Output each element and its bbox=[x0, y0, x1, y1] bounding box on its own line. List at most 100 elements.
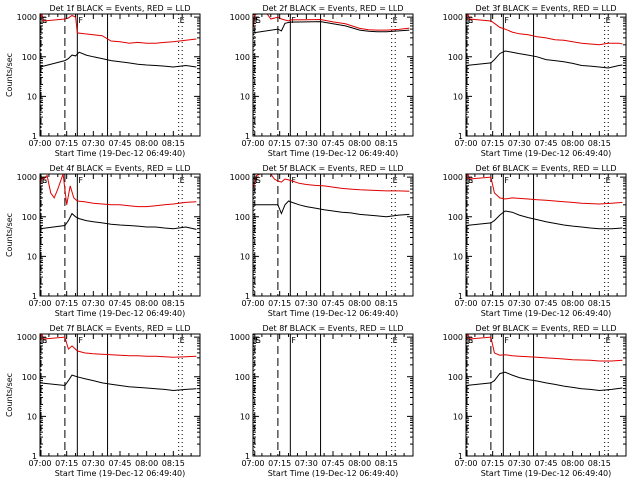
event-marker-label: E bbox=[606, 16, 611, 25]
y-tick-label: 1 bbox=[32, 132, 37, 141]
x-tick-label: 08:15 bbox=[162, 139, 185, 148]
y-tick-label: 1 bbox=[245, 132, 250, 141]
y-tick-label: 100 bbox=[22, 213, 37, 222]
x-tick-label: 07:00 bbox=[28, 459, 51, 468]
event-marker-label: E bbox=[393, 336, 398, 345]
x-tick-label: 07:30 bbox=[508, 299, 531, 308]
y-tick-label: 10 bbox=[27, 412, 37, 421]
series-line-events bbox=[466, 371, 623, 392]
event-marker-label: F bbox=[78, 16, 83, 25]
y-tick-label: 10 bbox=[27, 92, 37, 101]
x-tick-label: 07:00 bbox=[28, 299, 51, 308]
event-marker-label: E bbox=[468, 176, 473, 185]
event-marker-label: E bbox=[180, 336, 185, 345]
plot-frame bbox=[252, 13, 414, 137]
x-axis-label: Start Time (19-Dec-12 06:49:40) bbox=[481, 149, 612, 158]
series-line-events bbox=[40, 51, 197, 69]
event-marker-label: F bbox=[504, 336, 509, 345]
panel-title: Det 7f BLACK = Events, RED = LLD bbox=[49, 324, 190, 333]
event-marker-label: E bbox=[255, 336, 260, 345]
x-tick-label: 08:15 bbox=[375, 299, 398, 308]
y-tick-label: 1000 bbox=[230, 333, 250, 342]
x-tick-label: 08:15 bbox=[162, 299, 185, 308]
x-tick-label: 07:15 bbox=[55, 299, 78, 308]
x-tick-label: 07:15 bbox=[481, 139, 504, 148]
y-tick-label: 100 bbox=[235, 373, 250, 382]
event-marker-label: F bbox=[504, 16, 509, 25]
x-tick-label: 07:15 bbox=[268, 459, 291, 468]
x-axis-label: Start Time (19-Dec-12 06:49:40) bbox=[55, 309, 186, 318]
x-tick-label: 08:15 bbox=[588, 139, 611, 148]
event-marker-label: E bbox=[180, 16, 185, 25]
x-tick-label: 07:15 bbox=[55, 139, 78, 148]
series-line-lld bbox=[253, 174, 410, 192]
y-tick-label: 100 bbox=[22, 53, 37, 62]
event-marker-label: F bbox=[291, 16, 296, 25]
event-marker-label: S bbox=[42, 176, 47, 185]
event-marker-label: F bbox=[504, 176, 509, 185]
y-tick-label: 100 bbox=[448, 373, 463, 382]
y-tick-label: 1000 bbox=[17, 333, 37, 342]
y-tick-label: 1 bbox=[458, 452, 463, 461]
x-tick-label: 07:30 bbox=[82, 459, 105, 468]
x-axis-label: Start Time (19-Dec-12 06:49:40) bbox=[268, 309, 399, 318]
x-tick-label: 07:45 bbox=[534, 459, 557, 468]
y-tick-label: 1 bbox=[458, 132, 463, 141]
y-axis-label: Counts/sec bbox=[5, 53, 14, 97]
x-tick-label: 07:00 bbox=[241, 139, 264, 148]
y-tick-label: 100 bbox=[22, 373, 37, 382]
y-axis-label: Counts/sec bbox=[5, 373, 14, 417]
event-marker-label: F bbox=[291, 336, 296, 345]
panel-title: Det 3f BLACK = Events, RED = LLD bbox=[475, 4, 616, 13]
y-tick-label: 10 bbox=[240, 252, 250, 261]
plot-frame bbox=[252, 333, 414, 457]
x-tick-label: 07:00 bbox=[28, 139, 51, 148]
y-tick-label: 1000 bbox=[443, 13, 463, 22]
y-tick-label: 1 bbox=[458, 292, 463, 301]
panel-title: Det 8f BLACK = Events, RED = LLD bbox=[262, 324, 403, 333]
x-tick-label: 08:15 bbox=[588, 299, 611, 308]
y-tick-label: 10 bbox=[453, 92, 463, 101]
y-tick-label: 1000 bbox=[17, 13, 37, 22]
panel-title: Det 6f BLACK = Events, RED = LLD bbox=[475, 164, 616, 173]
plot-frame bbox=[39, 333, 201, 457]
series-line-lld bbox=[40, 334, 197, 358]
event-marker-label: E bbox=[180, 176, 185, 185]
y-tick-label: 100 bbox=[448, 213, 463, 222]
x-tick-label: 08:15 bbox=[375, 139, 398, 148]
x-tick-label: 08:00 bbox=[135, 139, 158, 148]
x-tick-label: 07:00 bbox=[454, 459, 477, 468]
y-tick-label: 1000 bbox=[443, 333, 463, 342]
y-tick-label: 1000 bbox=[443, 173, 463, 182]
x-tick-label: 08:00 bbox=[348, 459, 371, 468]
x-tick-label: 07:45 bbox=[534, 299, 557, 308]
x-tick-label: 07:45 bbox=[321, 139, 344, 148]
x-tick-label: 07:45 bbox=[108, 299, 131, 308]
x-axis-label: Start Time (19-Dec-12 06:49:40) bbox=[268, 469, 399, 478]
y-tick-label: 10 bbox=[240, 92, 250, 101]
x-tick-label: 07:15 bbox=[55, 459, 78, 468]
x-tick-label: 07:15 bbox=[481, 299, 504, 308]
event-marker-label: F bbox=[78, 336, 83, 345]
y-tick-label: 10 bbox=[453, 252, 463, 261]
series-line-lld bbox=[253, 14, 410, 31]
event-marker-label: F bbox=[291, 176, 296, 185]
y-tick-label: 100 bbox=[235, 213, 250, 222]
event-marker-label: E bbox=[393, 176, 398, 185]
y-tick-label: 10 bbox=[240, 412, 250, 421]
y-tick-label: 100 bbox=[235, 53, 250, 62]
x-tick-label: 07:30 bbox=[295, 299, 318, 308]
series-line-lld bbox=[466, 174, 623, 205]
x-axis-label: Start Time (19-Dec-12 06:49:40) bbox=[268, 149, 399, 158]
x-tick-label: 07:45 bbox=[321, 299, 344, 308]
x-tick-label: 07:45 bbox=[321, 459, 344, 468]
y-tick-label: 1 bbox=[245, 292, 250, 301]
series-line-lld bbox=[40, 174, 197, 208]
x-tick-label: 07:30 bbox=[82, 299, 105, 308]
